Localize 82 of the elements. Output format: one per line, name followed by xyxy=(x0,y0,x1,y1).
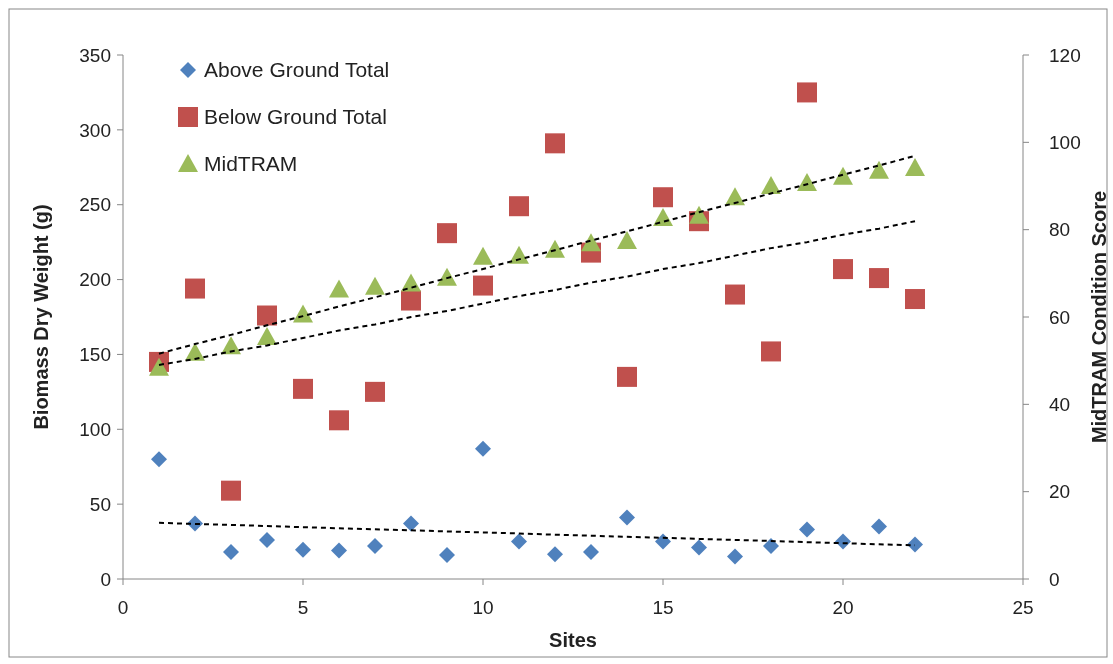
point xyxy=(547,546,563,563)
y-tick-label: 300 xyxy=(79,119,111,141)
point xyxy=(905,158,925,177)
point xyxy=(583,544,599,561)
point xyxy=(401,290,421,311)
point xyxy=(617,231,637,250)
point xyxy=(833,259,853,280)
point xyxy=(259,532,275,549)
point xyxy=(905,289,925,310)
point xyxy=(149,357,169,376)
point xyxy=(473,246,493,265)
point xyxy=(653,187,673,208)
point xyxy=(617,366,637,387)
point xyxy=(473,275,493,296)
x-axis-title: Sites xyxy=(549,629,597,651)
y2-tick-label: 60 xyxy=(1049,306,1071,328)
point xyxy=(581,233,601,252)
point xyxy=(907,536,923,553)
point xyxy=(437,223,457,244)
point xyxy=(295,541,311,558)
y-tick-label: 100 xyxy=(79,418,111,440)
y-tick-label: 250 xyxy=(79,194,111,216)
point xyxy=(545,133,565,154)
point xyxy=(329,410,349,431)
y-tick-label: 350 xyxy=(79,44,111,66)
point xyxy=(869,268,889,289)
point xyxy=(293,378,313,399)
point xyxy=(797,82,817,103)
point xyxy=(511,533,527,550)
point xyxy=(619,509,635,526)
y-tick-label: 0 xyxy=(100,568,111,590)
point xyxy=(871,518,887,535)
point xyxy=(691,539,707,556)
point xyxy=(509,196,529,217)
y2-tick-label: 20 xyxy=(1049,481,1071,503)
point xyxy=(869,160,889,179)
y2-axis-title: MidTRAM Condition Score xyxy=(1088,190,1110,444)
point xyxy=(257,305,277,326)
y2-tick-label: 40 xyxy=(1049,393,1071,415)
x-tick-label: 25 xyxy=(1012,596,1034,618)
point xyxy=(403,515,419,532)
point xyxy=(329,279,349,298)
point xyxy=(365,381,385,402)
legend-label: Below Ground Total xyxy=(204,105,387,129)
y-axis-title: Biomass Dry Weight (g) xyxy=(30,204,52,430)
y-tick-label: 200 xyxy=(79,269,111,291)
point xyxy=(365,276,385,295)
point xyxy=(797,172,817,191)
point xyxy=(367,538,383,555)
point xyxy=(185,278,205,299)
point xyxy=(475,440,491,457)
point xyxy=(509,245,529,264)
y2-tick-label: 120 xyxy=(1049,44,1081,66)
point xyxy=(761,176,781,194)
y-tick-label: 150 xyxy=(79,344,111,366)
y2-tick-label: 0 xyxy=(1049,568,1060,590)
point xyxy=(437,267,457,286)
point xyxy=(221,480,241,501)
x-tick-label: 0 xyxy=(117,596,129,618)
y2-tick-label: 80 xyxy=(1049,219,1071,241)
x-tick-label: 5 xyxy=(297,596,309,618)
point xyxy=(545,239,565,258)
point xyxy=(223,544,239,561)
x-tick-label: 20 xyxy=(832,596,854,618)
point xyxy=(439,547,455,564)
point xyxy=(257,327,277,346)
x-tick-label: 10 xyxy=(472,596,494,618)
x-tick-label: 15 xyxy=(652,596,674,618)
point xyxy=(763,538,779,555)
point xyxy=(689,205,709,224)
point xyxy=(799,521,815,538)
point xyxy=(727,548,743,565)
point xyxy=(151,451,167,468)
point xyxy=(833,166,853,185)
point xyxy=(761,341,781,362)
legend-label: MidTRAM xyxy=(204,152,298,176)
point xyxy=(725,284,745,305)
y-tick-label: 50 xyxy=(89,493,111,515)
point xyxy=(331,542,347,559)
y2-tick-label: 100 xyxy=(1049,131,1081,153)
legend-label: Above Ground Total xyxy=(204,58,390,82)
point xyxy=(655,533,671,550)
